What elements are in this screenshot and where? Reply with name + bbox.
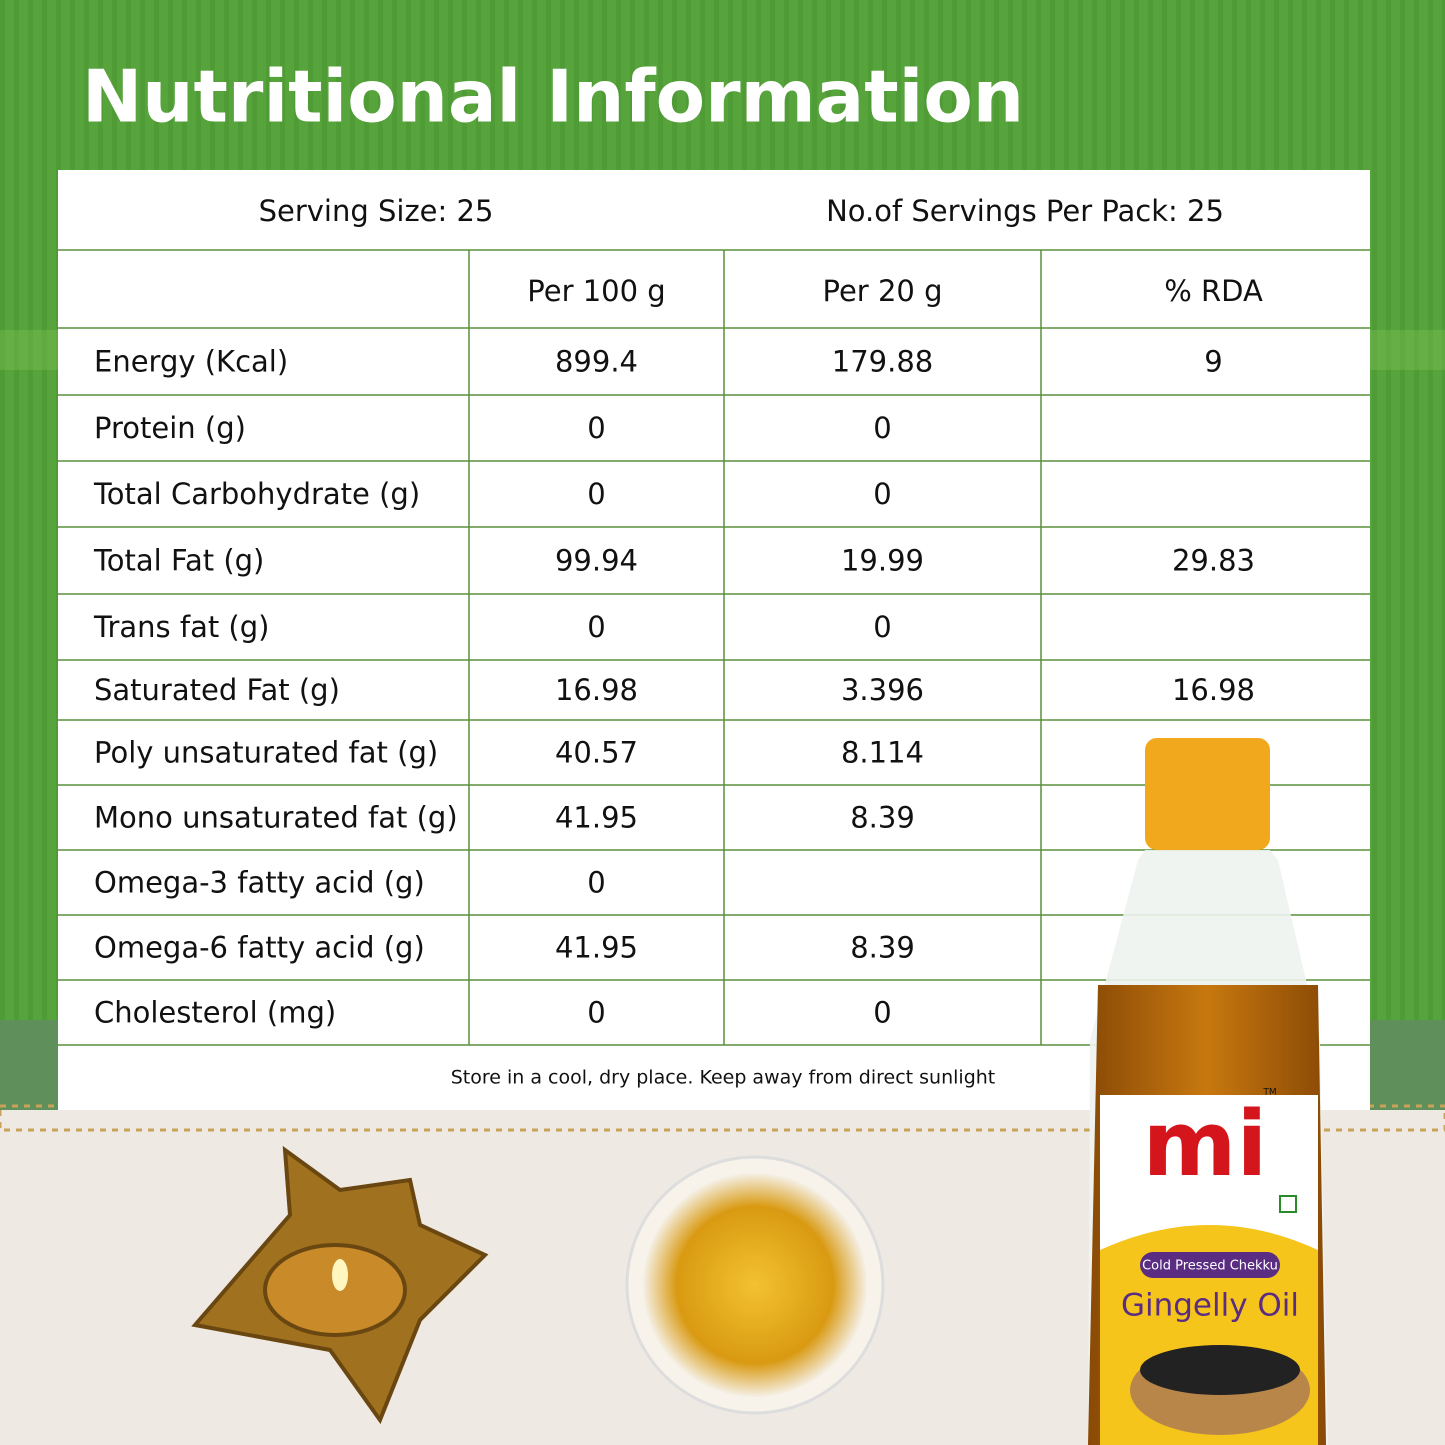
diya-lamp xyxy=(191,1145,489,1425)
nutrient-value: 41.95 xyxy=(555,801,638,835)
nutrient-value: 16.98 xyxy=(1172,673,1255,707)
column-header: % RDA xyxy=(1164,274,1263,308)
storage-note: Store in a cool, dry place. Keep away fr… xyxy=(451,1067,996,1089)
nutrient-value: 899.4 xyxy=(555,345,638,379)
nutrient-name: Total Carbohydrate (g) xyxy=(93,477,420,511)
nutrient-name: Mono unsaturated fat (g) xyxy=(94,801,458,835)
tagline: Cold Pressed Chekku xyxy=(1142,1259,1278,1274)
column-header: Per 20 g xyxy=(823,274,943,308)
servings-per-pack: No.of Servings Per Pack: 25 xyxy=(826,194,1224,228)
nutrient-value: 9 xyxy=(1204,345,1222,379)
nutrient-value: 0 xyxy=(587,996,605,1030)
nutrient-value: 0 xyxy=(873,610,891,644)
nutrient-name: Omega-6 fatty acid (g) xyxy=(94,931,425,965)
nutrient-value: 8.39 xyxy=(850,801,915,835)
nutrient-value: 0 xyxy=(587,411,605,445)
brand: mi xyxy=(1143,1092,1268,1197)
nutrient-value: 41.95 xyxy=(555,931,638,965)
nutrient-name: Protein (g) xyxy=(94,411,246,445)
product-name: Gingelly Oil xyxy=(1121,1288,1299,1324)
nutrient-value: 8.39 xyxy=(850,931,915,965)
nutrient-value: 0 xyxy=(587,610,605,644)
nutrient-value: 29.83 xyxy=(1172,544,1255,578)
nutrition-table: Serving Size: 25 No.of Servings Per Pack:… xyxy=(58,194,1370,1089)
nutrient-value: 3.396 xyxy=(841,673,924,707)
nutrient-name: Trans fat (g) xyxy=(93,610,269,644)
nutrient-value: 0 xyxy=(587,866,605,900)
nutrient-name: Energy (Kcal) xyxy=(94,345,288,379)
product-bottle: mi TM Cold Pressed Chekku Gingelly Oil xyxy=(1088,738,1328,1445)
nutrient-name: Cholesterol (mg) xyxy=(94,996,336,1030)
oil-bowl xyxy=(625,1155,885,1415)
nutrient-value: 179.88 xyxy=(832,345,933,379)
nutrient-value: 0 xyxy=(873,411,891,445)
nutrient-value: 40.57 xyxy=(555,736,638,770)
nutrient-name: Poly unsaturated fat (g) xyxy=(94,736,438,770)
nutrient-name: Omega-3 fatty acid (g) xyxy=(94,866,425,900)
serving-size: Serving Size: 25 xyxy=(259,194,494,228)
trademark: TM xyxy=(1262,1088,1276,1098)
nutrient-value: 16.98 xyxy=(555,673,638,707)
nutrient-value: 8.114 xyxy=(841,736,924,770)
title: Nutritional Information xyxy=(82,55,1024,139)
nutrient-value: 99.94 xyxy=(555,544,638,578)
column-header: Per 100 g xyxy=(527,274,665,308)
nutrient-name: Saturated Fat (g) xyxy=(94,673,340,707)
nutrient-value: 0 xyxy=(873,996,891,1030)
nutrient-value: 0 xyxy=(587,477,605,511)
nutrient-name: Total Fat (g) xyxy=(93,544,264,578)
nutrient-value: 19.99 xyxy=(841,544,924,578)
nutrient-value: 0 xyxy=(873,477,891,511)
